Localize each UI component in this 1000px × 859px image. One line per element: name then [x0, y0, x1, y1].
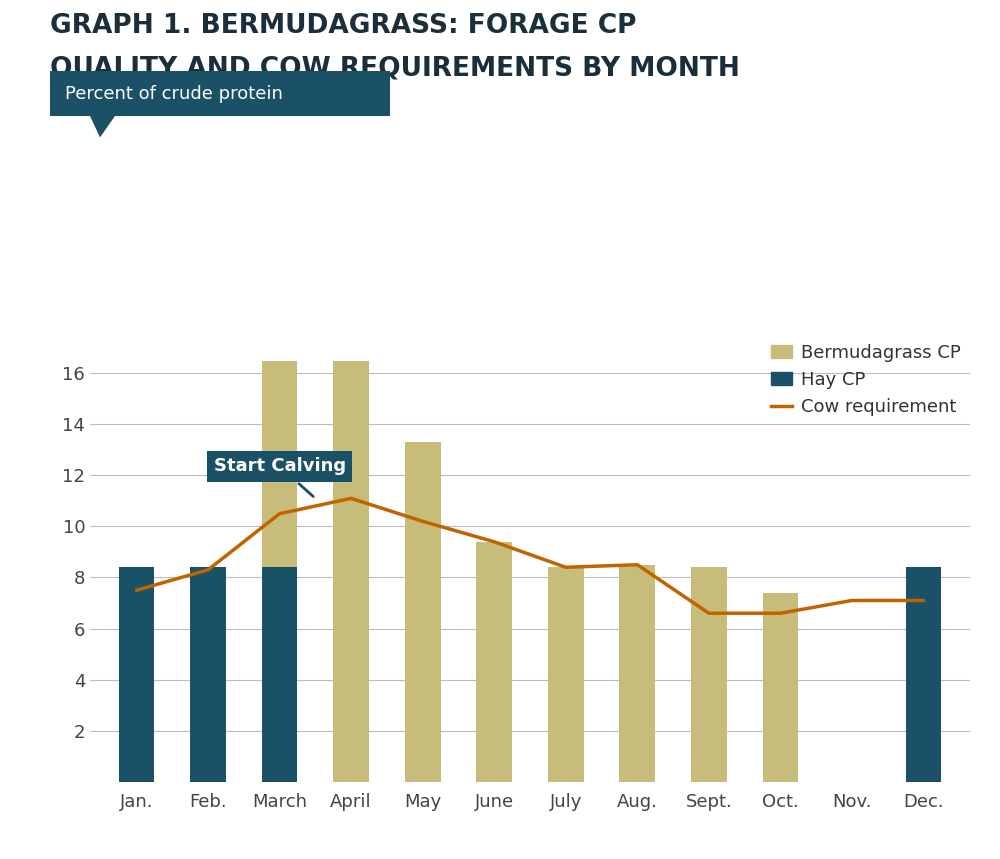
Bar	[190, 567, 226, 782]
Bar	[262, 361, 297, 782]
Text: QUALITY AND COW REQUIREMENTS BY MONTH: QUALITY AND COW REQUIREMENTS BY MONTH	[50, 56, 740, 82]
Bar	[906, 567, 941, 782]
Bar	[763, 593, 798, 782]
Text: Percent of crude protein: Percent of crude protein	[65, 85, 283, 102]
Bar	[119, 567, 154, 782]
Bar	[619, 564, 655, 782]
Bar	[405, 442, 441, 782]
Bar	[333, 361, 369, 782]
Bar	[476, 542, 512, 782]
Bar	[262, 567, 297, 782]
Text: GRAPH 1. BERMUDAGRASS: FORAGE CP: GRAPH 1. BERMUDAGRASS: FORAGE CP	[50, 13, 637, 39]
Text: Start Calving: Start Calving	[214, 458, 346, 497]
Bar	[548, 567, 584, 782]
Bar	[691, 567, 727, 782]
Legend: Bermudagrass CP, Hay CP, Cow requirement: Bermudagrass CP, Hay CP, Cow requirement	[771, 344, 961, 416]
